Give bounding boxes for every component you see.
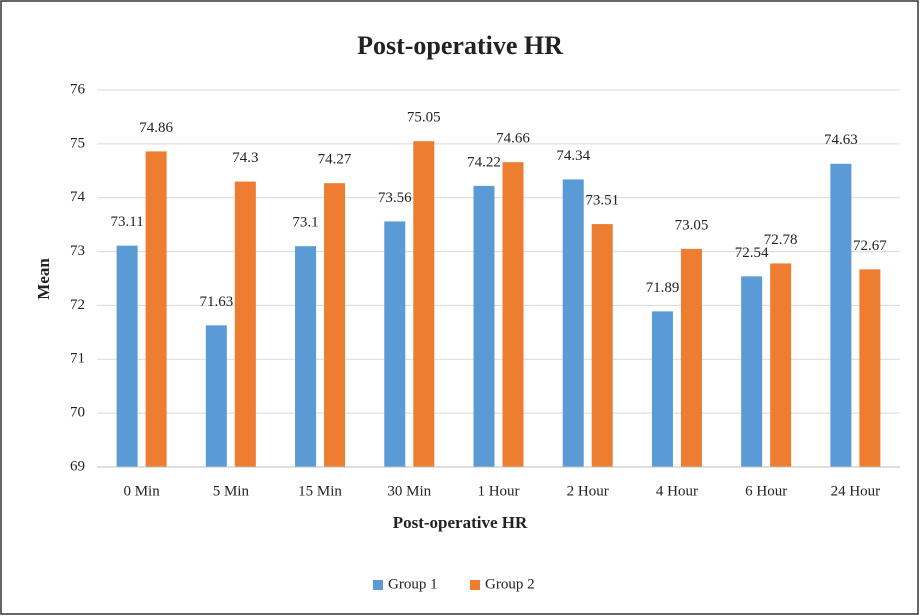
data-label: 74.66 <box>496 131 530 147</box>
data-label: 73.1 <box>292 215 318 231</box>
data-label: 75.05 <box>407 110 441 126</box>
y-tick-label: 75 <box>70 135 85 151</box>
bar <box>145 151 167 467</box>
data-label: 74.34 <box>556 148 590 164</box>
x-tick-label: 30 Min <box>387 483 431 499</box>
x-tick-label: 1 Hour <box>477 483 519 499</box>
bar <box>324 183 346 467</box>
y-tick-label: 73 <box>70 243 85 259</box>
x-tick-label: 4 Hour <box>656 483 698 499</box>
bar <box>770 263 792 467</box>
data-label: 74.86 <box>139 120 173 136</box>
legend-label: Group 2 <box>485 576 535 592</box>
y-tick-label: 72 <box>70 297 85 313</box>
legend-swatch <box>373 580 383 590</box>
bar <box>591 224 613 467</box>
bar <box>116 245 138 467</box>
data-label: 71.89 <box>646 280 680 296</box>
bar <box>680 248 702 467</box>
x-tick-label: 2 Hour <box>567 483 609 499</box>
bar <box>384 221 406 467</box>
y-tick-label: 71 <box>70 351 85 367</box>
y-tick-label: 70 <box>70 405 85 421</box>
bar <box>234 181 256 468</box>
data-label: 73.11 <box>111 214 144 230</box>
data-label: 71.63 <box>199 294 233 310</box>
bar <box>295 246 317 467</box>
bar <box>413 141 435 467</box>
data-label: 73.05 <box>675 217 709 233</box>
y-tick-label: 69 <box>70 458 85 474</box>
legend-label: Group 1 <box>388 576 438 592</box>
data-label: 73.51 <box>585 193 619 209</box>
x-tick-label: 15 Min <box>298 483 342 499</box>
data-label: 74.63 <box>824 132 858 148</box>
data-label: 74.27 <box>318 152 352 168</box>
data-label: 74.22 <box>467 154 501 170</box>
bar <box>502 162 524 467</box>
chart-title: Post-operative HR <box>357 31 563 60</box>
bar <box>562 179 584 467</box>
data-label: 74.3 <box>232 150 258 166</box>
bar <box>651 311 673 467</box>
bar <box>859 269 881 467</box>
x-tick-label: 5 Min <box>213 483 250 499</box>
data-label: 72.67 <box>853 238 887 254</box>
y-tick-label: 76 <box>70 81 86 97</box>
x-tick-label: 0 Min <box>123 483 160 499</box>
x-axis-title: Post-operative HR <box>393 513 528 532</box>
x-tick-label: 6 Hour <box>745 483 787 499</box>
bar <box>830 163 852 467</box>
data-label: 73.56 <box>378 190 412 206</box>
legend-swatch <box>470 580 480 590</box>
data-label: 72.54 <box>735 245 769 261</box>
bar <box>741 276 763 467</box>
y-axis-title: Mean <box>34 258 53 300</box>
y-tick-label: 74 <box>70 189 86 205</box>
bar <box>205 325 227 467</box>
x-tick-label: 24 Hour <box>831 483 881 499</box>
bar <box>473 185 495 467</box>
data-label: 72.78 <box>764 232 798 248</box>
